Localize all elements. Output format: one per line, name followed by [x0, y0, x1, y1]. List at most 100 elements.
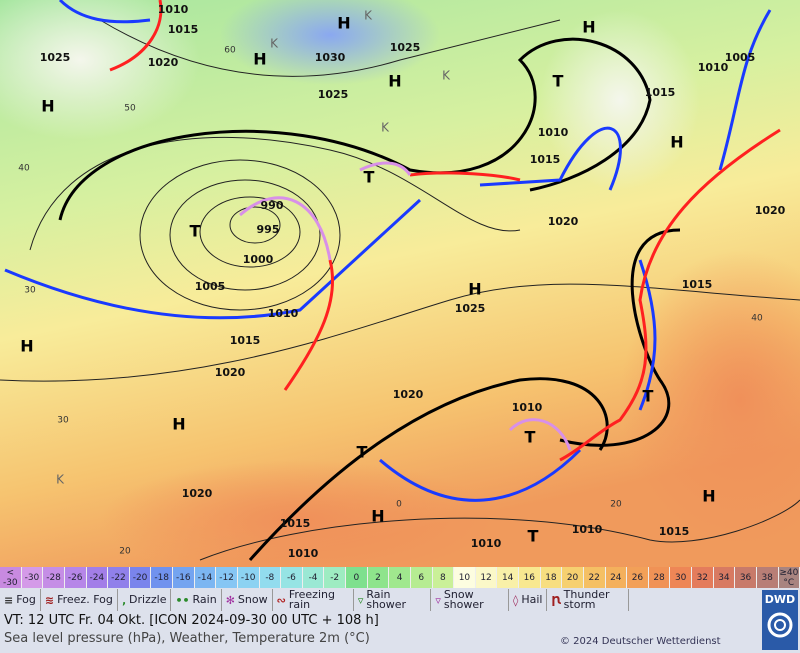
pressure-label: 1010	[538, 126, 569, 139]
temperature-label: 20	[610, 500, 622, 510]
legend-item: Ꞃ Thunder storm	[547, 588, 629, 611]
pressure-label: 1020	[755, 204, 786, 217]
legend-item: ▿ Rain shower	[354, 589, 432, 611]
scale-cell: -26	[64, 567, 87, 588]
low-label: T	[643, 387, 654, 406]
occluded-front	[239, 196, 332, 261]
scale-cell: 38	[756, 567, 779, 588]
scale-cell: 2	[367, 567, 390, 588]
scale-cell: 8	[432, 567, 455, 588]
legend-item: ✻ Snow	[222, 589, 273, 611]
temperature-label: 40	[751, 314, 763, 324]
legend-icon: ≡	[4, 593, 14, 607]
high-label: H	[172, 415, 185, 434]
low-label: T	[364, 168, 375, 187]
legend: ≡ Fog ≋ Freez. Fog ‚ Drizzle •• Rain ✻ Snow ∾ Freez…	[0, 589, 760, 613]
cold-front	[58, 0, 151, 24]
cold-front	[718, 9, 772, 171]
temperature-label: 20	[119, 547, 131, 557]
legend-icon: ∾	[276, 593, 286, 607]
low-label: T	[190, 222, 201, 241]
legend-icon: ••	[175, 593, 190, 607]
scale-cell: 18	[540, 567, 563, 588]
scale-cell: 24	[605, 567, 628, 588]
scale-cell: -14	[194, 567, 217, 588]
legend-item: ‚ Drizzle	[118, 589, 172, 611]
legend-icon: Ꞃ	[551, 593, 561, 607]
warm-front	[109, 0, 163, 72]
pressure-label: 1000	[243, 253, 274, 266]
scale-cell: 26	[627, 567, 649, 588]
pressure-label: 1010	[471, 537, 502, 550]
pressure-label: 1025	[40, 51, 71, 64]
scale-cell: 28	[648, 567, 671, 588]
legend-label: Thunder storm	[563, 588, 610, 611]
pressure-label: 1015	[530, 153, 561, 166]
pressure-label: 1010	[158, 3, 189, 16]
temperature-label: 30	[57, 416, 69, 426]
scale-cell: 12	[475, 567, 498, 588]
pressure-label: 1010	[698, 61, 729, 74]
high-label: H	[670, 133, 683, 152]
legend-label: Rain shower	[366, 588, 407, 611]
temperature-label: 50	[124, 104, 136, 114]
pressure-label: 1015	[645, 86, 676, 99]
legend-item: ◊ Hail	[509, 589, 548, 611]
pressure-label: 1020	[215, 366, 246, 379]
warm-front	[283, 259, 335, 391]
legend-item: ≡ Fog	[0, 589, 41, 611]
pressure-label: 1020	[393, 388, 424, 401]
legend-label: Freez. Fog	[57, 593, 113, 606]
legend-label: Freezing rain	[288, 588, 335, 611]
scale-cell: 32	[692, 567, 714, 588]
valid-time: VT: 12 UTC Fr. 04 Okt. [ICON 2024-09-30 …	[4, 613, 379, 628]
high-label: H	[582, 18, 595, 37]
scale-cell: 30	[670, 567, 692, 588]
pressure-label: 1010	[288, 547, 319, 560]
cold-label: K	[270, 37, 279, 51]
pressure-label: 1020	[148, 56, 179, 69]
scale-cell: -2	[324, 567, 346, 588]
pressure-label: 1010	[512, 401, 543, 414]
scale-cell: -20	[129, 567, 152, 588]
scale-cell: 20	[562, 567, 584, 588]
legend-icon: ≋	[44, 593, 55, 607]
description: Sea level pressure (hPa), Weather, Tempe…	[4, 631, 370, 646]
legend-icon: ▿	[435, 593, 441, 607]
scale-cell: 36	[735, 567, 757, 588]
legend-label: Drizzle	[129, 593, 167, 606]
cold-front	[379, 448, 582, 502]
isobars-bold	[58, 37, 681, 561]
pressure-label: 1010	[268, 307, 299, 320]
cold-label: K	[364, 9, 373, 23]
warm-front	[409, 171, 521, 182]
temperature-label: 40	[18, 164, 30, 174]
legend-icon: ▿	[357, 593, 364, 607]
temperature-label: 0	[396, 500, 402, 510]
pressure-label: 1020	[182, 487, 213, 500]
legend-item: •• Rain	[171, 589, 222, 611]
pressure-label: 1025	[455, 302, 486, 315]
scale-cell: -12	[216, 567, 238, 588]
cold-label: K	[381, 121, 390, 135]
cold-front	[4, 198, 422, 320]
pressure-label: 1015	[659, 525, 690, 538]
scale-cell: 16	[519, 567, 541, 588]
isobars	[0, 19, 800, 561]
high-label: H	[371, 507, 384, 526]
logo-text: DWD	[764, 593, 796, 606]
scale-cell: < -30	[0, 567, 22, 588]
legend-item: ≋ Freez. Fog	[41, 589, 118, 611]
low-label: T	[357, 443, 368, 462]
logo: DWD	[762, 590, 798, 650]
temperature-label: 60	[224, 46, 236, 56]
pressure-label: 1030	[315, 51, 346, 64]
high-label: H	[20, 337, 33, 356]
warm-front	[559, 128, 781, 462]
temperature-scale: < -30 -30 -28 -26 -24 -22 -20 -18 -16 -14 -12 -10 -8…	[0, 567, 800, 588]
scale-cell: -28	[43, 567, 65, 588]
scale-cell: 6	[410, 567, 433, 588]
pressure-label: 1025	[390, 41, 421, 54]
legend-label: Rain	[192, 593, 217, 606]
